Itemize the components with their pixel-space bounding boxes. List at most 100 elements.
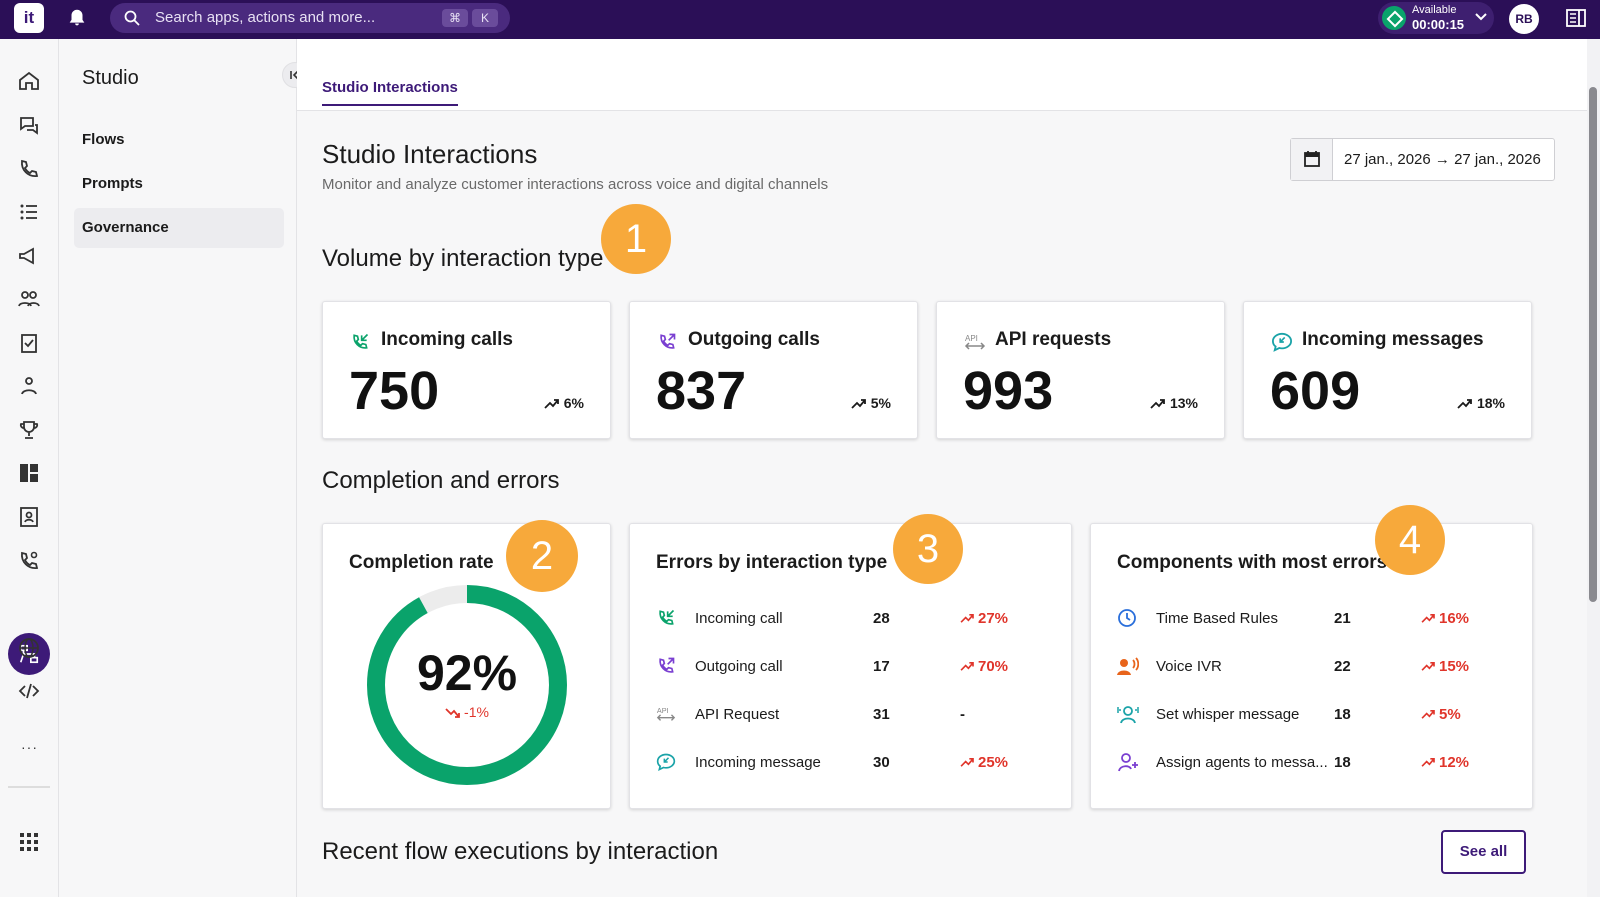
table-row: Voice IVR 22 15%	[1117, 655, 1497, 679]
sidebar-item-flows[interactable]: Flows	[82, 131, 125, 148]
rail-active-item[interactable]	[8, 633, 50, 675]
clock-icon	[1118, 609, 1136, 627]
svg-text:API: API	[657, 706, 669, 715]
row-trend: 15%	[1421, 658, 1469, 675]
studio-sidebar: Studio Flows Prompts Governance	[60, 39, 297, 897]
table-row: Outgoing call 17 70%	[656, 655, 1036, 679]
row-value: 17	[873, 658, 890, 675]
row-value: 21	[1334, 610, 1351, 627]
bell-icon[interactable]	[66, 7, 88, 29]
callout-badge-4: 4	[1375, 505, 1445, 575]
phone-outgoing-icon	[660, 333, 676, 349]
row-value: 31	[873, 706, 890, 723]
row-name: Set whisper message	[1156, 706, 1300, 723]
trend-down-icon	[445, 708, 460, 718]
dashboard-icon[interactable]	[17, 461, 41, 485]
avatar[interactable]: RB	[1509, 4, 1539, 34]
row-trend-value: 15%	[1439, 658, 1470, 675]
more-apps-button[interactable]: ···	[21, 739, 38, 755]
completion-rate-card: Completion rate 92% -1%	[322, 523, 611, 809]
card-title: Components with most errors	[1117, 552, 1388, 573]
trend-up-icon	[960, 662, 974, 671]
row-name: Voice IVR	[1156, 658, 1222, 675]
calendar-button[interactable]	[1291, 139, 1333, 180]
row-trend-value: 5%	[1439, 706, 1461, 723]
completion-trend: -1%	[357, 704, 577, 720]
kpi-value: 750	[349, 361, 440, 421]
trophy-icon[interactable]	[17, 418, 41, 442]
row-value: 22	[1334, 658, 1351, 675]
top-bar: it Search apps, actions and more... ⌘ K …	[0, 0, 1600, 39]
home-icon[interactable]	[17, 69, 41, 93]
date-range-picker[interactable]: 27 jan., 2026 → 27 jan., 2026	[1290, 138, 1555, 181]
tab-studio-interactions[interactable]: Studio Interactions	[322, 79, 458, 106]
kpi-trend-value: 5%	[870, 395, 891, 411]
code-icon[interactable]	[17, 679, 41, 703]
trend-up-icon	[1457, 399, 1472, 409]
kpi-trend: 18%	[1457, 395, 1505, 411]
clipboard-check-icon[interactable]	[17, 331, 41, 355]
page-title: Studio Interactions	[322, 139, 538, 169]
search-icon	[124, 10, 140, 26]
trend-up-icon	[851, 399, 866, 409]
row-name: Incoming message	[695, 754, 821, 771]
api-icon: API	[964, 334, 986, 350]
side-panel-icon[interactable]	[1566, 8, 1586, 28]
card-title: Errors by interaction type	[656, 552, 888, 573]
main-content: Studio Interactions Studio Interactions …	[297, 39, 1587, 897]
phone-incoming-icon	[659, 609, 675, 625]
app-logo[interactable]: it	[14, 3, 44, 33]
app-rail: ···	[0, 39, 59, 897]
row-value: 30	[873, 754, 890, 771]
sidebar-item-governance[interactable]: Governance	[74, 208, 284, 248]
list-icon[interactable]	[17, 200, 41, 224]
row-trend: -	[960, 706, 965, 723]
page-scrollbar[interactable]	[1587, 39, 1600, 897]
available-status-icon	[1382, 6, 1406, 30]
completion-rate-value: 92%	[416, 645, 518, 701]
phone-settings-icon[interactable]	[17, 549, 41, 573]
row-trend: 70%	[960, 658, 1008, 675]
kpi-card-outgoing-calls: Outgoing calls 837 5%	[629, 301, 918, 439]
kpi-label: API requests	[995, 329, 1112, 350]
team-icon[interactable]	[17, 374, 41, 398]
kpi-trend-value: 18%	[1476, 395, 1505, 411]
row-trend-value: 16%	[1439, 610, 1470, 627]
app-grid-icon[interactable]	[20, 833, 38, 851]
trend-up-icon	[960, 758, 974, 767]
sidebar-item-prompts[interactable]: Prompts	[82, 175, 143, 192]
trend-up-icon	[960, 614, 974, 623]
phone-outgoing-icon	[659, 657, 675, 673]
row-name: Incoming call	[695, 610, 783, 627]
conversation-icon[interactable]	[17, 113, 41, 137]
people-icon[interactable]	[17, 287, 41, 311]
see-all-button[interactable]: See all	[1441, 830, 1526, 874]
row-value: 18	[1334, 754, 1351, 771]
row-value: 28	[873, 610, 890, 627]
tab-bar: Studio Interactions	[297, 39, 1587, 111]
row-trend: 25%	[960, 754, 1008, 771]
scrollbar-thumb[interactable]	[1589, 87, 1597, 602]
whisper-icon	[1117, 706, 1139, 724]
trend-up-icon	[1150, 399, 1165, 409]
table-row: API API Request 31 -	[656, 703, 1036, 727]
sidebar-title: Studio	[82, 67, 139, 89]
trend-up-icon	[1421, 710, 1435, 719]
search-input[interactable]: Search apps, actions and more... ⌘ K	[110, 3, 510, 33]
kpi-value: 993	[963, 361, 1054, 421]
callout-badge-3: 3	[893, 514, 963, 584]
callout-badge-2: 2	[506, 520, 578, 592]
table-row: Assign agents to messa... 18 12%	[1117, 751, 1497, 775]
row-trend-value: 27%	[978, 610, 1009, 627]
kpi-trend-value: 13%	[1169, 395, 1198, 411]
megaphone-icon[interactable]	[17, 244, 41, 268]
chevron-down-icon	[1475, 13, 1487, 21]
trend-up-icon	[1421, 614, 1435, 623]
globe-icon[interactable]	[17, 636, 41, 660]
collapse-left-icon	[290, 70, 299, 80]
completion-ring-chart	[367, 585, 567, 785]
phone-incoming-icon[interactable]	[17, 157, 41, 181]
availability-status-button[interactable]: Available 00:00:15	[1378, 2, 1494, 34]
page-subtitle: Monitor and analyze customer interaction…	[322, 176, 829, 193]
contact-book-icon[interactable]	[17, 505, 41, 529]
